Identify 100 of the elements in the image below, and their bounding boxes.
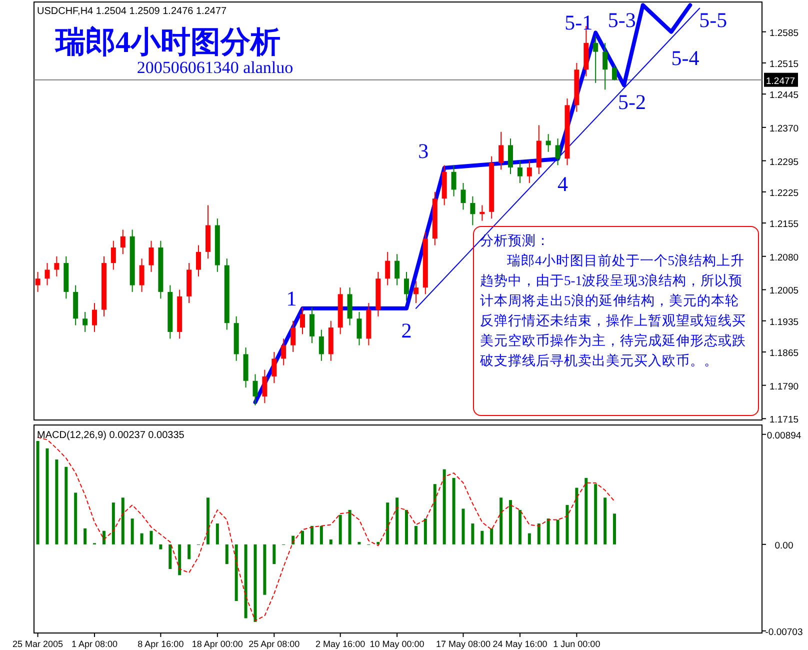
x-tick-label: 17 May 08:00	[436, 639, 491, 649]
bar	[348, 510, 352, 544]
bar	[130, 518, 134, 544]
y-tick-label: 1.2155	[769, 219, 799, 230]
bar	[159, 544, 162, 550]
y-tick-label: 0.00	[774, 540, 794, 552]
candlestick	[290, 320, 296, 352]
candlestick	[404, 271, 410, 302]
bar	[329, 539, 332, 544]
y-tick-label: -0.00703	[765, 626, 803, 638]
bar	[168, 544, 172, 569]
y-tick-label: 1.2225	[769, 188, 799, 199]
bar	[310, 526, 314, 544]
bar	[36, 441, 40, 544]
y-tick-label: 0.00894	[766, 430, 802, 442]
text: 200506061340 alanluo	[136, 58, 294, 77]
candlestick	[196, 244, 202, 277]
bar	[150, 530, 153, 544]
bar	[500, 498, 503, 544]
annotation: 2	[401, 318, 412, 342]
candlestick	[546, 134, 551, 152]
bar	[225, 544, 228, 564]
bar	[188, 544, 191, 560]
candlestick	[252, 374, 258, 406]
bar	[442, 469, 446, 544]
candlestick	[356, 311, 362, 346]
x-tick-label: 2 May 16:00	[316, 639, 366, 649]
bar	[490, 528, 494, 544]
candlestick	[318, 329, 324, 362]
candlestick	[394, 254, 400, 286]
text: 瑞郎4小时图分析	[54, 25, 280, 59]
annotation: 4	[558, 172, 569, 196]
candlestick	[498, 131, 504, 170]
candlestick	[281, 338, 286, 366]
candlestick	[470, 196, 476, 226]
candlestick	[44, 262, 50, 286]
bar	[518, 510, 522, 544]
annotation: 5-5	[699, 8, 728, 32]
candlestick	[139, 258, 144, 292]
bar	[546, 518, 550, 544]
bar	[84, 528, 87, 544]
annotation: USDCHF,H4 1.2504 1.2509 1.2476 1.2477	[37, 6, 228, 17]
annotation: 5-4	[671, 46, 700, 70]
bar	[206, 498, 210, 544]
bar	[424, 518, 427, 544]
bar	[471, 523, 474, 544]
bar	[102, 530, 106, 544]
bar	[254, 544, 257, 622]
x-tick-label: 24 May 16:00	[492, 639, 548, 649]
bar	[121, 498, 124, 544]
x-tick-label: 25 Apr 08:00	[248, 639, 300, 649]
annotation: 3	[418, 138, 429, 163]
candlestick	[82, 311, 88, 332]
candlestick	[413, 280, 418, 304]
candlestick	[300, 306, 306, 335]
candlestick	[508, 138, 514, 175]
candlestick	[120, 229, 126, 255]
candlestick	[262, 369, 268, 404]
bar	[405, 510, 408, 544]
y-tick-label: 1.2445	[769, 90, 799, 102]
y-tick-label: 1.1935	[769, 316, 799, 328]
candlestick	[110, 240, 116, 270]
bar	[594, 484, 598, 544]
x-tick-label: 10 May 00:00	[370, 639, 424, 649]
bar	[566, 505, 569, 544]
bar	[386, 502, 390, 544]
candlestick	[460, 182, 466, 210]
bar	[46, 448, 49, 544]
bar	[480, 530, 484, 544]
y-tick-label: 1.1790	[769, 381, 799, 392]
bar	[462, 508, 465, 544]
candlestick	[148, 240, 154, 272]
bar	[584, 478, 588, 544]
candlestick	[92, 302, 98, 332]
annotation: 5-1	[564, 10, 593, 35]
annotation: 5-3	[608, 8, 636, 32]
candlestick	[54, 256, 60, 277]
bar	[358, 542, 361, 544]
bar	[414, 526, 418, 544]
bar	[452, 478, 456, 544]
x-tick-label: 1 Jun 00:00	[553, 639, 600, 649]
candlestick	[602, 42, 608, 90]
bar	[178, 544, 182, 576]
ref-line-label: 1.2477	[766, 76, 796, 87]
bar	[613, 514, 616, 544]
bar	[301, 530, 304, 544]
candlestick	[517, 160, 522, 184]
y-tick-label: 1.1715	[769, 414, 799, 426]
candlestick	[612, 65, 618, 81]
text: MACD(12,26,9) 0.00237 0.00335	[37, 430, 185, 441]
annotation: 瑞郎4小时图目前处于一个5浪结构上升趋势中，由于5-1波段呈现3浪结构，所以预计本周将走出5浪的延伸结构，美元的本轮反弹行情还未结束，操作上暂观望或短线买美元空欧币操作为主，待完成延伸形态或跌破支撑线后寻机卖出美元买入欧币。。	[480, 252, 747, 370]
x-tick-label: 25 Mar 2005	[12, 639, 64, 649]
y-tick-label: 1.2515	[769, 58, 799, 70]
bar	[604, 498, 607, 544]
bar	[74, 492, 78, 544]
y-tick-label: 1.2005	[769, 286, 799, 297]
bar	[575, 488, 578, 544]
bar	[263, 544, 266, 595]
bar	[244, 544, 248, 618]
annotation: 分析预测：	[480, 232, 551, 250]
